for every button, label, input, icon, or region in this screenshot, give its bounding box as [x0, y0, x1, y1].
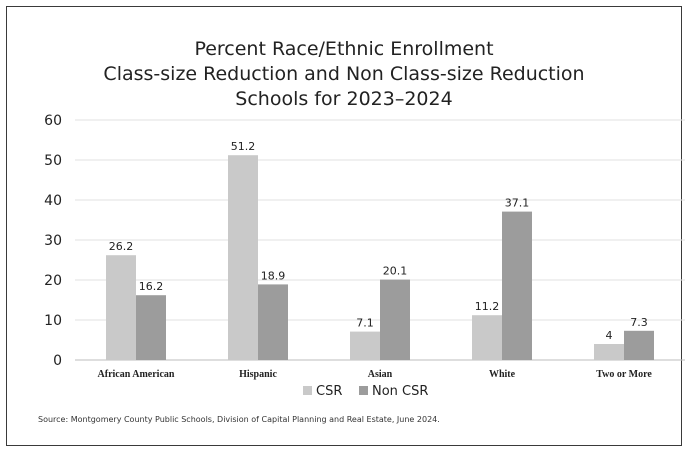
y-tick-label: 10: [44, 313, 62, 329]
bar-csr: [350, 331, 380, 360]
y-tick-label: 60: [44, 113, 62, 129]
bar-non-csr: [624, 330, 654, 360]
x-category-label: Asian: [368, 369, 393, 380]
x-category-label: African American: [98, 369, 175, 380]
data-label-csr: 7.1: [356, 317, 374, 330]
y-tick-label: 0: [53, 353, 62, 369]
x-category-label: White: [489, 369, 516, 380]
bar-non-csr: [258, 284, 288, 360]
source-note: Source: Montgomery County Public Schools…: [38, 415, 440, 424]
bar-non-csr: [502, 211, 532, 360]
data-label-csr: 11.2: [475, 300, 500, 313]
bar-csr: [106, 255, 136, 360]
chart-frame: [6, 6, 682, 446]
legend-swatch-non-csr: [359, 386, 368, 395]
data-label-csr: 4: [606, 329, 613, 342]
data-label-non-csr: 20.1: [383, 265, 408, 278]
x-category-label: Two or More: [596, 369, 652, 380]
data-label-non-csr: 37.1: [505, 197, 530, 210]
data-label-csr: 26.2: [109, 240, 134, 253]
x-category-label: Hispanic: [239, 369, 277, 380]
legend-label-csr: CSR: [316, 384, 342, 399]
y-tick-label: 20: [44, 273, 62, 289]
data-label-non-csr: 7.3: [630, 316, 648, 329]
bar-csr: [472, 315, 502, 360]
bar-csr: [228, 155, 258, 360]
bar-non-csr: [136, 295, 166, 360]
y-tick-label: 40: [44, 193, 62, 209]
data-label-non-csr: 18.9: [261, 269, 286, 282]
chart-title-line-2: Class-size Reduction and Non Class-size …: [103, 63, 585, 85]
bar-non-csr: [380, 279, 410, 360]
bar-csr: [594, 344, 624, 360]
legend-label-non-csr: Non CSR: [372, 384, 428, 399]
chart-title-line-1: Percent Race/Ethnic Enrollment: [194, 38, 494, 60]
data-label-csr: 51.2: [231, 140, 256, 153]
legend-swatch-csr: [303, 386, 312, 395]
chart-title-line-3: Schools for 2023–2024: [235, 88, 453, 110]
y-tick-label: 30: [44, 233, 62, 249]
data-label-non-csr: 16.2: [139, 280, 164, 293]
y-tick-label: 50: [44, 153, 62, 169]
